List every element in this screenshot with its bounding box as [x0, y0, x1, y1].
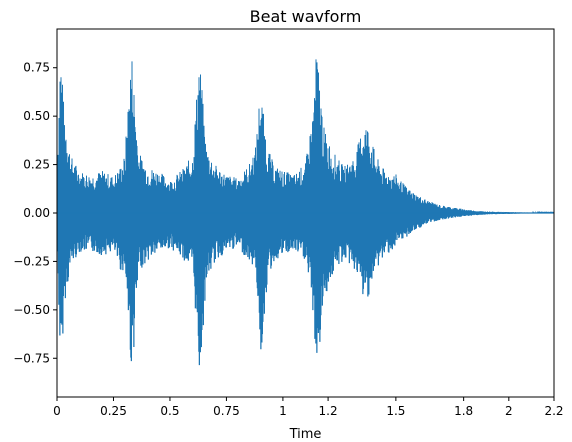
x-tick-label: 2.2 — [544, 404, 563, 418]
x-axis: 0 0.25 0.5 0.75 1 1.2 1.5 1.8 2 2.2 — [53, 397, 564, 418]
x-tick-label: 1.2 — [319, 404, 338, 418]
x-tick-label: 0 — [53, 404, 61, 418]
x-axis-label: Time — [289, 427, 322, 442]
y-tick-label: 0.75 — [23, 61, 50, 75]
waveform-series — [57, 59, 554, 366]
x-tick-label: 0.25 — [100, 404, 127, 418]
waveform-line — [57, 59, 554, 366]
y-tick-label: −0.25 — [13, 254, 50, 268]
y-axis: 0.75 0.50 0.25 0.00 −0.25 −0.50 −0.75 — [13, 61, 57, 365]
x-tick-label: 1 — [279, 404, 287, 418]
x-tick-label: 1.5 — [386, 404, 405, 418]
y-tick-label: 0.00 — [23, 206, 50, 220]
x-tick-label: 0.75 — [213, 404, 240, 418]
y-tick-label: −0.75 — [13, 351, 50, 365]
y-tick-label: −0.50 — [13, 303, 50, 317]
y-tick-label: 0.25 — [23, 158, 50, 172]
plot-area — [57, 59, 554, 366]
x-tick-label: 1.8 — [454, 404, 473, 418]
chart-title: Beat wavform — [250, 7, 362, 26]
x-tick-label: 2 — [505, 404, 513, 418]
y-tick-label: 0.50 — [23, 109, 50, 123]
x-tick-label: 0.5 — [160, 404, 179, 418]
